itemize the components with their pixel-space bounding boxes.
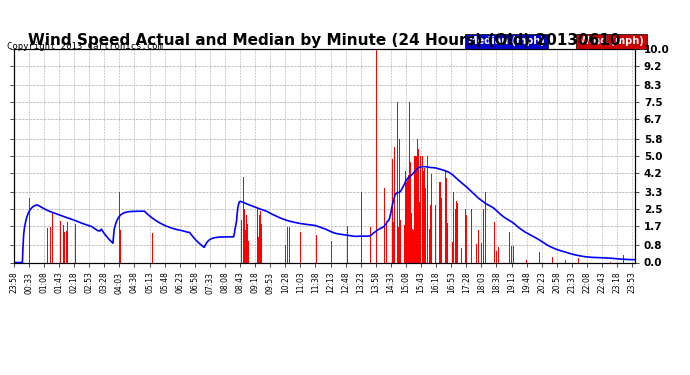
- Text: Copyright 2013 Cartronics.com: Copyright 2013 Cartronics.com: [7, 42, 163, 51]
- Text: Wind (mph): Wind (mph): [579, 36, 644, 46]
- Text: Median (mph): Median (mph): [468, 36, 545, 46]
- Title: Wind Speed Actual and Median by Minute (24 Hours) (Old) 20130610: Wind Speed Actual and Median by Minute (…: [28, 33, 620, 48]
